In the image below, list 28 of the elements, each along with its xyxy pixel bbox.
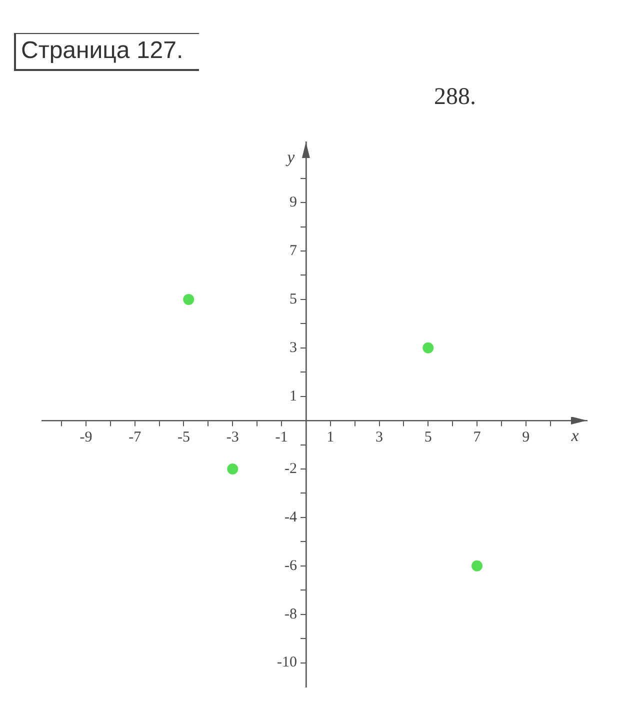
y-tick-label: 9 <box>289 194 297 210</box>
chart-title: Страница 127. <box>14 33 200 71</box>
x-axis-title: x <box>570 426 580 446</box>
chart-subtitle: 288. <box>434 84 476 111</box>
y-tick-label: 3 <box>289 340 297 356</box>
point <box>183 294 194 305</box>
x-tick-label: -7 <box>128 429 142 446</box>
point <box>472 560 483 572</box>
y-tick-label: 5 <box>289 291 297 308</box>
x-tick-label: 3 <box>376 429 384 446</box>
point <box>422 342 434 354</box>
y-tick-label: 1 <box>289 388 297 404</box>
point <box>227 464 238 474</box>
x-tick-label: 5 <box>424 429 432 446</box>
x-tick-label: 9 <box>522 429 530 446</box>
y-tick-label: -2 <box>284 460 297 477</box>
x-tick-label: -9 <box>80 429 92 446</box>
x-tick-label: 1 <box>326 429 334 446</box>
y-tick-label: -4 <box>284 509 298 526</box>
y-tick-label: -8 <box>284 606 297 622</box>
x-tick-label: -3 <box>226 429 239 446</box>
x-tick-label: -5 <box>178 429 190 446</box>
y-tick-label: -6 <box>284 558 298 574</box>
y-axis-title: y <box>285 147 296 166</box>
x-tick-label: 7 <box>473 429 482 446</box>
y-tick-label: 7 <box>289 242 298 259</box>
x-tick-label: -1 <box>275 429 288 446</box>
y-tick-label: -10 <box>276 654 297 671</box>
